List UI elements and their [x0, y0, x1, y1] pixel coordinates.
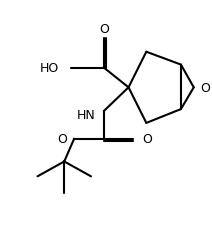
- Text: O: O: [57, 133, 67, 146]
- Text: O: O: [201, 82, 211, 94]
- Text: O: O: [142, 133, 152, 146]
- Text: O: O: [99, 23, 109, 36]
- Text: HN: HN: [77, 109, 96, 122]
- Text: HO: HO: [40, 62, 59, 75]
